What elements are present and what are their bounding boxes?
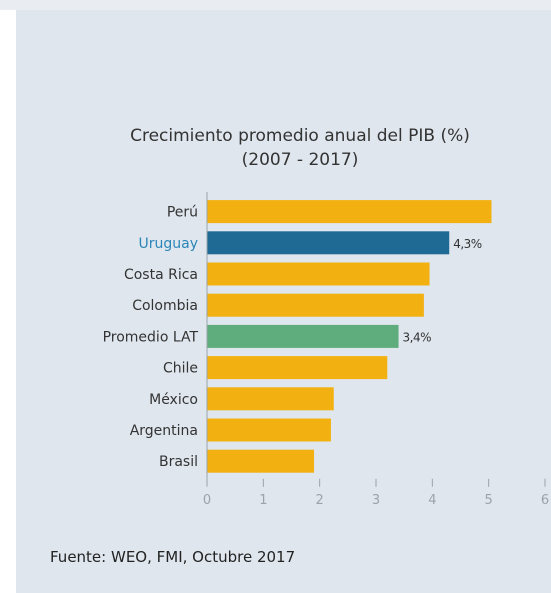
data-label-promedio-lat: 3,4% [403, 330, 432, 344]
source-note: Fuente: WEO, FMI, Octubre 2017 [50, 548, 296, 566]
x-tick-label: 1 [259, 493, 267, 508]
x-tick-label: 0 [203, 493, 211, 508]
x-tick-label: 4 [428, 493, 436, 508]
chart-subtitle: (2007 - 2017) [242, 150, 359, 170]
category-label-mexico: México [149, 392, 198, 408]
bar-colombia [207, 293, 424, 317]
category-label-uruguay: Uruguay [139, 236, 199, 252]
category-label-chile: Chile [163, 361, 198, 377]
chart-title: Crecimiento promedio anual del PIB (%) [130, 126, 470, 146]
bar-costa-rica [207, 262, 430, 286]
category-label-peru: Perú [167, 205, 198, 221]
bar-mexico [207, 387, 334, 411]
x-tick-label: 3 [372, 493, 380, 508]
x-tick-label: 6 [541, 493, 549, 508]
x-tick-label: 2 [316, 493, 324, 508]
category-label-costa-rica: Costa Rica [124, 267, 198, 283]
bar-argentina [207, 418, 331, 442]
data-label-uruguay: 4,3% [453, 237, 482, 251]
top-strip [0, 0, 551, 10]
bars-layer: Perú Uruguay 4,3% Costa Rica Colombia Promedi… [103, 200, 492, 473]
bar-peru [207, 200, 492, 224]
x-axis: 0 1 2 3 4 5 6 [203, 478, 549, 508]
bar-uruguay [207, 231, 450, 255]
category-label-colombia: Colombia [132, 298, 198, 314]
bar-promedio-lat [207, 324, 399, 348]
bar-chile [207, 356, 388, 380]
category-label-promedio-lat: Promedio LAT [103, 329, 199, 345]
category-label-brasil: Brasil [159, 454, 198, 470]
category-label-argentina: Argentina [130, 423, 198, 439]
bar-brasil [207, 449, 315, 473]
x-tick-label: 5 [485, 493, 493, 508]
